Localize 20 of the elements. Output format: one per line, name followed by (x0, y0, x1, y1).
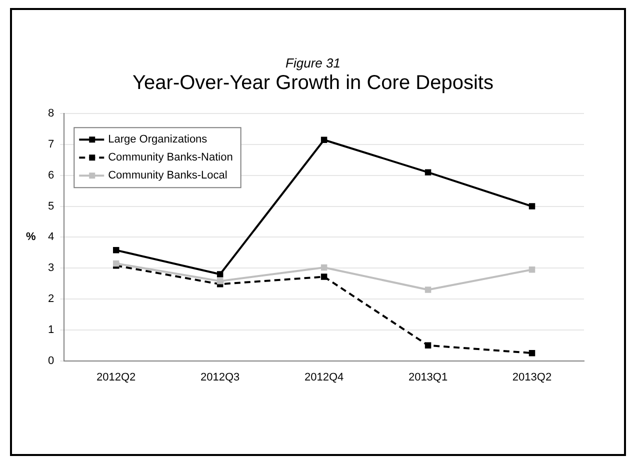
y-tick-label: 5 (48, 200, 54, 212)
y-tick-label: 3 (48, 262, 54, 274)
y-tick-label: 0 (48, 354, 54, 367)
legend-label: Community Banks-Nation (108, 152, 233, 164)
x-tick-label: 2013Q1 (408, 371, 448, 384)
y-tick-label: 6 (48, 169, 54, 182)
y-tick-label: 2 (48, 293, 54, 306)
y-tick-label: 1 (48, 324, 54, 336)
chart-subtitle: Figure 31 (286, 55, 340, 70)
x-tick-label: 2012Q4 (304, 371, 344, 384)
chart-title: Year-Over-Year Growth in Core Deposits (132, 72, 494, 94)
x-tick-label: 2012Q2 (96, 371, 136, 384)
y-axis-title: % (26, 231, 36, 244)
y-tick-label: 8 (48, 108, 54, 120)
legend-label: Community Banks-Local (108, 170, 228, 182)
y-tick-label: 4 (48, 231, 54, 244)
legend-label: Large Organizations (108, 134, 208, 146)
y-tick-label: 7 (48, 138, 54, 151)
x-tick-label: 2013Q2 (512, 371, 552, 384)
x-tick-label: 2012Q3 (200, 371, 240, 384)
